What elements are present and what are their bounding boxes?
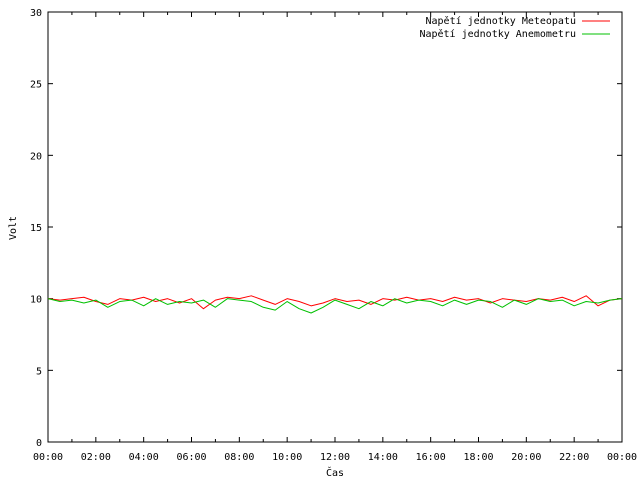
y-tick-label: 25: [30, 80, 42, 91]
x-tick-label: 06:00: [176, 452, 206, 463]
y-axis-label: Volt: [8, 216, 19, 240]
y-tick-label: 30: [30, 8, 42, 19]
y-tick-label: 5: [36, 366, 42, 377]
x-axis: 00:00 02:00 04:00 06:00 08:00 10:00 12:00 14:00…: [33, 12, 637, 463]
x-axis-label: Čas: [326, 466, 344, 479]
plot-border: [47, 11, 623, 443]
x-tick-label: 04:00: [129, 452, 159, 463]
x-tick-label: 22:00: [559, 452, 589, 463]
y-tick-label: 0: [36, 438, 42, 449]
legend: Napětí jednotky Meteopatu Napětí jednotk…: [419, 15, 610, 40]
x-tick-label: 20:00: [511, 452, 541, 463]
x-tick-label: 00:00: [607, 452, 637, 463]
x-tick-label: 18:00: [463, 452, 493, 463]
series-group: [47, 295, 623, 314]
series-line-1: [47, 298, 623, 314]
y-tick-label: 10: [30, 295, 42, 306]
y-tick-label: 20: [30, 151, 42, 162]
x-tick-label: 12:00: [320, 452, 350, 463]
x-tick-label: 00:00: [33, 452, 63, 463]
x-tick-label: 16:00: [416, 452, 446, 463]
y-axis: 0 5 10 15 20 25 30: [30, 8, 622, 449]
x-tick-label: 10:00: [272, 452, 302, 463]
legend-label-meteopat: Napětí jednotky Meteopatu: [425, 15, 576, 27]
y-tick-label: 15: [30, 223, 42, 234]
plot-frame: [47, 11, 623, 443]
legend-label-anemometr: Napětí jednotky Anemometru: [419, 28, 576, 40]
x-tick-label: 02:00: [81, 452, 111, 463]
x-tick-label: 08:00: [224, 452, 254, 463]
series-line-0: [47, 295, 623, 310]
x-tick-label: 14:00: [368, 452, 398, 463]
